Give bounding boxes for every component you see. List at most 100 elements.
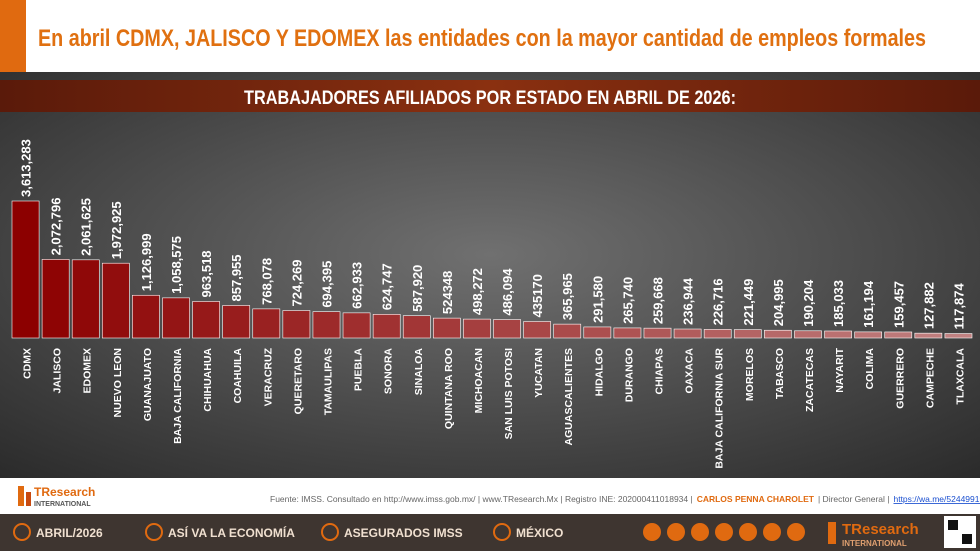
bar [402,315,431,339]
category-label: EDOMEX [82,348,94,394]
value-label: 694,395 [319,261,334,308]
category-label: DURANGO [623,348,635,402]
category-label: JALISCO [52,348,64,394]
headline: En abril CDMX, JALISCO Y EDOMEX las enti… [38,25,926,52]
logo-icon [26,492,31,506]
value-label: 1,126,999 [139,233,154,291]
category-label: VERACRUZ [262,347,274,406]
value-label: 365,965 [560,273,575,320]
category-label: GUANAJUATO [142,348,154,421]
bar [11,200,40,339]
social-icon[interactable] [691,523,709,541]
logo-name: TResearch [842,521,919,538]
category-label: SONORA [383,348,395,395]
value-label: 3,613,283 [19,139,34,197]
bar [643,327,672,339]
value-label: 768,078 [259,258,274,305]
bar [463,318,491,339]
bar [944,333,973,339]
category-label: MORELOS [744,348,756,401]
nav-item[interactable]: ASÍ VA LA ECONOMÍA [168,525,295,540]
value-label: 435170 [530,274,545,317]
bar [372,314,401,339]
bar [282,310,311,339]
category-label: AGUASCALIENTES [563,348,575,445]
social-icon[interactable] [715,523,733,541]
category-label: BAJA CALIFORNIA SUR [714,348,726,469]
value-label: 857,955 [229,254,244,301]
value-label: 226,716 [711,278,726,325]
nav-item[interactable]: ABRIL/2026 [36,526,103,540]
value-label: 2,061,625 [79,198,94,256]
source-part: CARLOS PENNA CHAROLET [697,494,815,504]
category-label: TABASCO [774,348,786,399]
chart-title: TRABAJADORES AFILIADOS POR ESTADO EN ABR… [244,88,736,109]
bar [583,326,612,339]
value-label: 221,449 [741,279,756,326]
category-label: CDMX [22,348,34,379]
social-icon[interactable] [739,523,757,541]
social-icon[interactable] [763,523,781,541]
social-icons [643,523,805,541]
logo-name: TResearch [34,485,95,499]
value-label: 236,944 [681,277,696,325]
header-bg [0,0,980,72]
bar [433,317,461,339]
value-label: 624,747 [380,263,395,310]
social-icon[interactable] [667,523,685,541]
category-label: CAMPECHE [924,348,936,408]
social-icon[interactable] [643,523,661,541]
value-label: 159,457 [891,281,906,328]
bar [794,330,822,339]
category-label: NAYARIT [834,347,846,392]
category-label: BAJA CALIFORNIA [172,348,184,444]
source-part: | Director General | [818,494,890,504]
category-label: PUEBLA [353,348,365,392]
value-label: 265,740 [620,277,635,324]
qr-code [962,534,972,544]
category-label: ZACATECAS [804,348,816,412]
value-label: 1,058,575 [169,236,184,294]
logo-tagline: INTERNATIONAL [842,539,907,548]
category-label: SAN LUIS POTOSI [503,348,515,439]
nav-bar [0,514,980,551]
nav-item[interactable]: ASEGURADOS IMSS [344,526,463,540]
bar [252,308,281,339]
bar [523,321,551,339]
category-label: GUERRERO [894,348,906,409]
nav: ABRIL/2026 ASÍ VA LA ECONOMÍA ASEGURADOS I… [13,523,563,541]
value-label: 963,518 [199,250,214,297]
source: Fuente: IMSS. Consultado en http://www.i… [270,494,980,504]
value-label: 291,580 [590,276,605,323]
category-label: NUEVO LEON [112,348,124,417]
bar [854,331,883,339]
value-label: 259,668 [651,277,666,324]
value-label: 117,874 [951,282,966,329]
category-label: OAXACA [684,348,696,394]
value-label: 486,094 [500,268,515,316]
category-label: COLIMA [864,348,876,390]
category-label: TLAXCALA [954,348,966,405]
nav-icon [493,523,511,541]
source-part: https://wa.me/524499193645 [893,494,980,504]
social-icon[interactable] [787,523,805,541]
bar [703,329,732,339]
bar [71,259,100,339]
value-label: 1,972,925 [109,201,124,259]
value-label: 161,194 [861,280,876,328]
category-label: HIDALGO [593,348,605,396]
bar [312,311,341,339]
value-label: 185,033 [831,280,846,327]
logo-icon [828,522,836,544]
footer-bg [0,478,980,514]
bar [553,323,582,339]
bar [764,329,792,339]
bar-group: 3,613,283 CDMX 2,072,796 JALISCO 2,061,625 ED… [11,139,973,469]
title-band [0,80,980,112]
logo-icon [18,486,24,506]
value-label: 524348 [440,271,455,314]
bar [673,328,702,339]
nav-item[interactable]: MÉXICO [516,525,563,540]
